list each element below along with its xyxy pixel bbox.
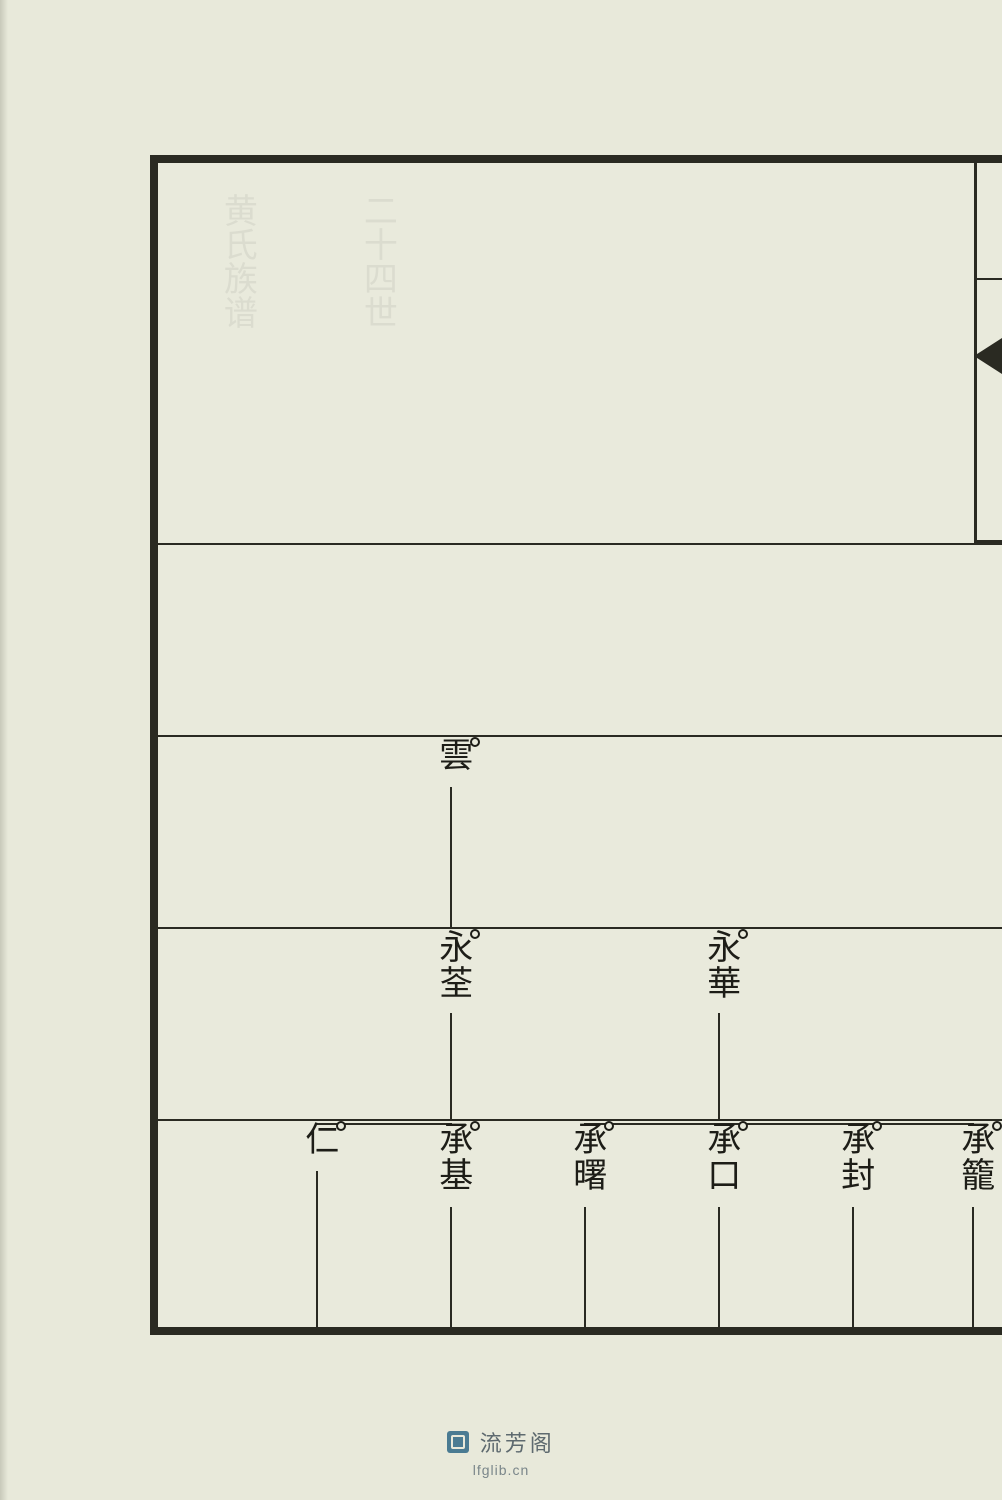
node-yongquan: 永荃 (434, 929, 480, 1001)
node-ren: 仁 (300, 1121, 346, 1157)
row-divider-3 (158, 927, 1002, 929)
node-dot (738, 1121, 748, 1131)
node-dot (872, 1121, 882, 1131)
node-chengji: 承基 (434, 1121, 480, 1193)
banxin-divider (977, 278, 1002, 280)
leaf-line-ren (316, 1171, 318, 1327)
sibling-bar-right (584, 1123, 974, 1125)
node-dot (992, 1121, 1002, 1131)
node-label: 承籠 (956, 1121, 993, 1193)
node-label: 承基 (434, 1121, 471, 1193)
node-dot (738, 929, 748, 939)
leaf-line-chengfeng (852, 1207, 854, 1327)
node-label: 承口 (702, 1121, 739, 1193)
node-dot (470, 1121, 480, 1131)
node-label: 承封 (836, 1121, 873, 1193)
node-chenglong: 承籠 (956, 1121, 1002, 1193)
node-label: 仁 (300, 1121, 337, 1157)
watermark-logo-icon (447, 1431, 469, 1453)
woodblock-frame: 黄氏族谱 二十四世 雲 永荃 永華 仁 承基 (150, 155, 1002, 1335)
leaf-line-chengshu (584, 1207, 586, 1327)
node-dot (470, 737, 480, 747)
watermark-subtitle: lfglib.cn (0, 1462, 1002, 1478)
ghost-text: 黄氏族谱 (218, 193, 255, 329)
leaf-line-chengji (450, 1207, 452, 1327)
node-chengshu: 承曙 (568, 1121, 614, 1193)
node-chengfeng: 承封 (836, 1121, 882, 1193)
edge-yongquan-chengji (450, 1013, 452, 1119)
node-label: 永華 (702, 929, 739, 1001)
fishtail-marker (974, 338, 1002, 374)
node-label: 雲 (434, 737, 471, 773)
ghost-text: 二十四世 (358, 193, 395, 329)
node-yun: 雲 (434, 737, 480, 773)
leaf-line-chengkou (718, 1207, 720, 1327)
edge-yun-yongquan (450, 787, 452, 927)
banxin-cutout (974, 163, 1002, 543)
node-yonghua: 永華 (702, 929, 748, 1001)
watermark-footer: 流芳阁 lfglib.cn (0, 1426, 1002, 1478)
page: 黄氏族谱 二十四世 雲 永荃 永華 仁 承基 (0, 0, 1002, 1500)
edge-yonghua-chengkou (718, 1013, 720, 1119)
node-dot (470, 929, 480, 939)
node-label: 永荃 (434, 929, 471, 1001)
node-dot (336, 1121, 346, 1131)
row-divider-1 (158, 543, 1002, 545)
node-label: 承曙 (568, 1121, 605, 1193)
node-dot (604, 1121, 614, 1131)
node-chengkou: 承口 (702, 1121, 748, 1193)
leaf-line-chenglong (972, 1207, 974, 1327)
row-divider-2 (158, 735, 1002, 737)
watermark-title: 流芳阁 (480, 1431, 555, 1456)
